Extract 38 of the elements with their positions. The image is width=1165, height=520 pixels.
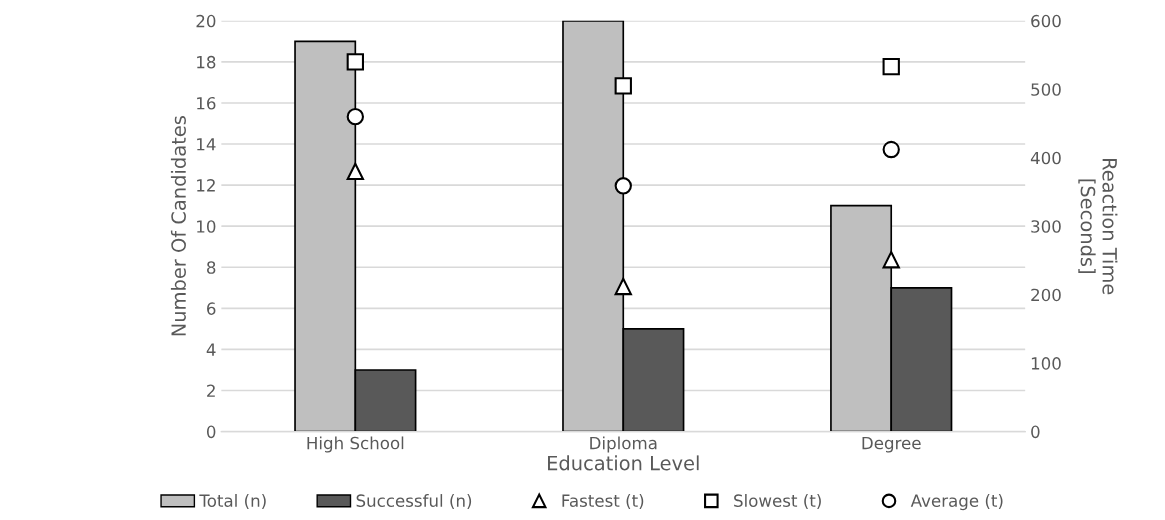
y2-tick-label: 200 [1031, 288, 1061, 302]
point [614, 277, 632, 296]
point [346, 162, 364, 181]
legend-label: Average (t) [910, 494, 1003, 511]
y2-tick-label: 400 [1030, 151, 1061, 165]
y2-tick-label: 0 [1031, 425, 1040, 439]
y-tick-label: 16 [197, 96, 216, 110]
y2-tick-label: 500 [1031, 83, 1061, 96]
y2-tick-label: 100 [1031, 357, 1061, 370]
point [882, 57, 900, 76]
legend-label: Slowest (t) [734, 494, 821, 509]
y-tick-label: 20 [196, 14, 216, 28]
x-tick-label: High School [307, 436, 404, 453]
point [882, 140, 900, 159]
y2-axis-title: Reaction Time [Seconds] [1078, 159, 1118, 295]
x-tick-label: Degree [862, 436, 921, 453]
y-tick-label: 8 [207, 261, 216, 274]
y-tick-label: 14 [197, 138, 216, 151]
y2-tick-label: 600 [1031, 14, 1061, 28]
legend-label: Successful (n) [356, 494, 472, 509]
legend-label: Total (n) [199, 494, 266, 509]
x-tick-label: Diploma [590, 436, 657, 453]
y-tick-label: 12 [197, 179, 215, 192]
point [346, 107, 364, 126]
point [346, 53, 364, 71]
x-axis-title: Education Level [548, 455, 699, 471]
y2-tick-label: 300 [1031, 220, 1061, 233]
y-tick-label: 10 [197, 220, 216, 233]
point [882, 251, 900, 269]
y-axis-title: Number Of Candidates [170, 116, 186, 336]
y-tick-label: 0 [206, 425, 216, 439]
y-tick-label: 6 [207, 302, 216, 315]
legend-label: Fastest (t) [562, 494, 644, 509]
point [614, 177, 632, 195]
y-tick-label: 18 [197, 55, 216, 69]
y-tick-label: 4 [206, 343, 216, 356]
point [614, 77, 632, 95]
y-tick-label: 2 [207, 384, 215, 397]
